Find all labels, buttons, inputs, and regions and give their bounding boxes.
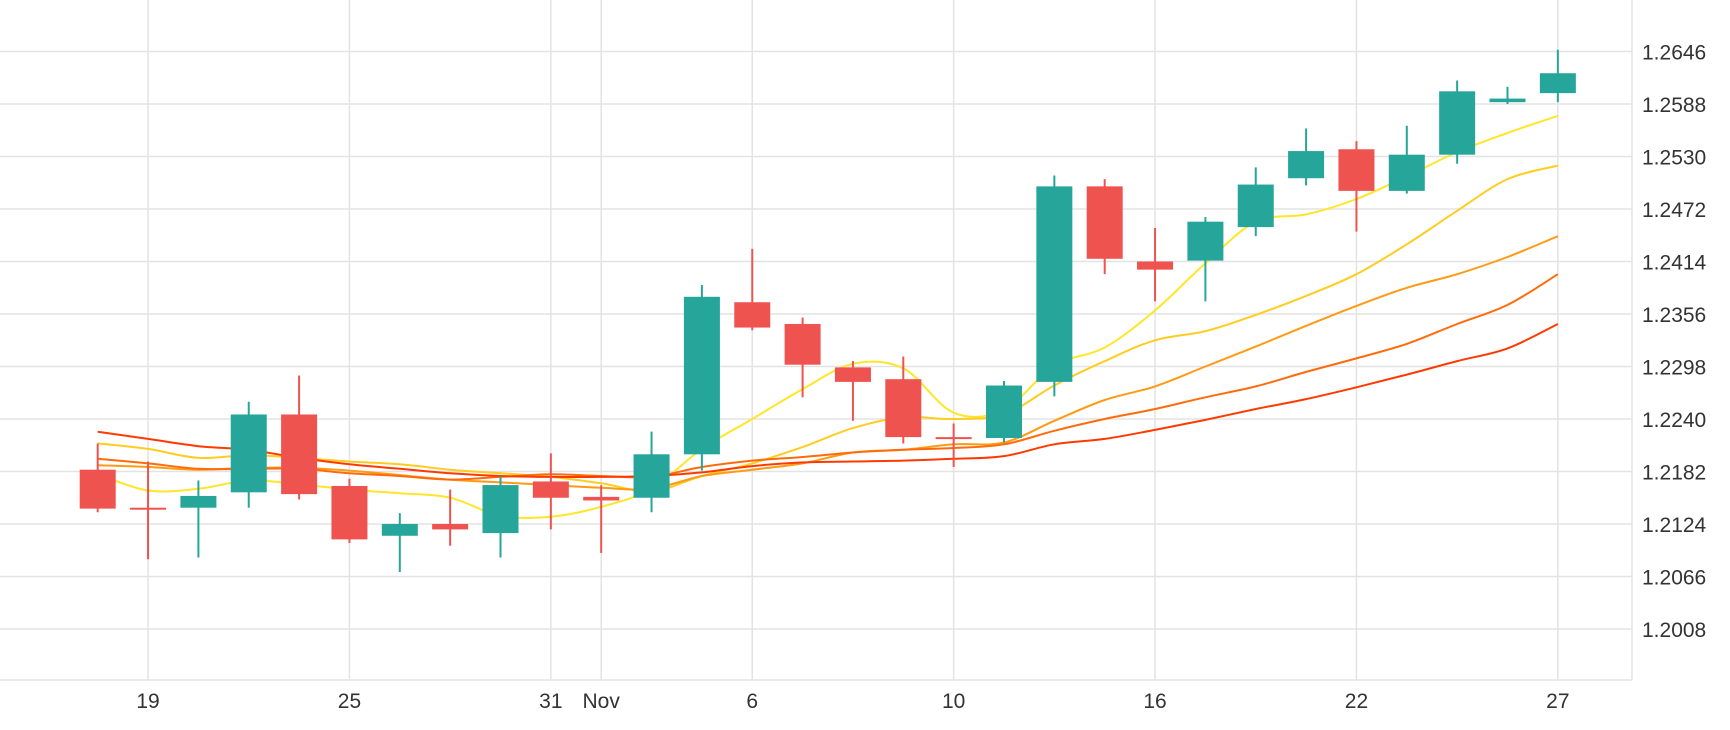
candle-body bbox=[180, 495, 217, 508]
candle bbox=[1288, 128, 1325, 186]
candle bbox=[935, 423, 972, 467]
candle bbox=[1388, 125, 1425, 194]
candle bbox=[79, 443, 116, 513]
candle bbox=[1439, 80, 1476, 164]
candle-body bbox=[1237, 184, 1274, 228]
y-tick-label: 1.2240 bbox=[1642, 409, 1706, 432]
moving-average-line-2 bbox=[97, 164, 1559, 493]
candle-body bbox=[331, 485, 368, 540]
candle-body bbox=[130, 507, 167, 510]
candle-body bbox=[1288, 151, 1325, 179]
moving-average-line-4 bbox=[97, 273, 1559, 481]
y-tick-label: 1.2182 bbox=[1642, 462, 1706, 485]
candle bbox=[130, 461, 167, 560]
candle-body bbox=[683, 296, 720, 455]
candle bbox=[683, 285, 720, 471]
x-tick-label: 16 bbox=[1143, 690, 1166, 713]
y-tick-label: 1.2124 bbox=[1642, 514, 1707, 537]
candle bbox=[784, 317, 821, 398]
candle bbox=[482, 476, 519, 558]
x-tick-label: 10 bbox=[942, 690, 965, 713]
candle-body bbox=[1539, 73, 1576, 94]
candle bbox=[834, 361, 871, 421]
candle bbox=[1338, 141, 1375, 232]
candle bbox=[281, 375, 318, 500]
candle-body bbox=[482, 485, 519, 534]
x-tick-label: 27 bbox=[1546, 690, 1569, 713]
candle bbox=[1187, 217, 1224, 302]
candle-body bbox=[1036, 186, 1073, 382]
candle bbox=[532, 453, 569, 530]
x-tick-label: Nov bbox=[583, 690, 621, 713]
y-tick-label: 1.2414 bbox=[1642, 252, 1707, 275]
candle-body bbox=[230, 414, 267, 493]
candle bbox=[583, 485, 620, 553]
candle-body bbox=[532, 481, 569, 498]
candle-body bbox=[935, 437, 972, 440]
candle bbox=[381, 513, 418, 572]
y-tick-label: 1.2530 bbox=[1642, 147, 1706, 170]
candle-body bbox=[734, 302, 771, 328]
candle-body bbox=[1187, 221, 1224, 261]
y-tick-label: 1.2008 bbox=[1642, 619, 1706, 642]
candle bbox=[1086, 179, 1123, 275]
candle-body bbox=[1137, 261, 1174, 270]
candle-body bbox=[281, 414, 318, 495]
x-tick-label: 6 bbox=[746, 690, 758, 713]
candle bbox=[1036, 175, 1073, 397]
x-tick-label: 19 bbox=[136, 690, 159, 713]
candle-body bbox=[1439, 91, 1476, 155]
candle-body bbox=[1086, 186, 1123, 259]
y-tick-label: 1.2588 bbox=[1642, 94, 1706, 117]
candle bbox=[1539, 49, 1576, 103]
x-tick-label: 22 bbox=[1345, 690, 1368, 713]
candle bbox=[1489, 86, 1526, 104]
candle bbox=[331, 478, 368, 544]
candle bbox=[180, 480, 217, 558]
x-tick-label: 25 bbox=[338, 690, 361, 713]
candles bbox=[79, 49, 1576, 572]
candle bbox=[1137, 228, 1174, 302]
y-tick-label: 1.2356 bbox=[1642, 304, 1706, 327]
y-tick-label: 1.2298 bbox=[1642, 357, 1706, 380]
candle-body bbox=[784, 323, 821, 365]
candle bbox=[986, 380, 1022, 443]
y-tick-label: 1.2646 bbox=[1642, 42, 1706, 65]
y-axis-tick-labels: 1.2646 1.2588 1.2530 1.2472 1.2414 1.2356 1.22… bbox=[1642, 42, 1707, 643]
candle-body bbox=[633, 454, 670, 498]
grid-lines bbox=[0, 0, 1633, 681]
candle-body bbox=[432, 524, 469, 530]
candle bbox=[885, 356, 922, 444]
candle bbox=[734, 248, 771, 331]
candle bbox=[633, 431, 670, 513]
candle-body bbox=[381, 524, 418, 536]
moving-average-line-3 bbox=[97, 235, 1559, 491]
candle bbox=[1237, 167, 1274, 237]
candle-body bbox=[1338, 149, 1375, 191]
candle-body bbox=[986, 385, 1022, 439]
candle-body bbox=[1489, 98, 1526, 103]
y-tick-label: 1.2472 bbox=[1642, 199, 1706, 222]
candle-body bbox=[885, 379, 922, 438]
candle-body bbox=[834, 367, 871, 382]
x-axis-tick-labels: 19 25 31 Nov 6 10 16 22 27 bbox=[136, 690, 1569, 713]
candle-body bbox=[583, 496, 620, 501]
candle bbox=[230, 401, 267, 508]
x-tick-label: 31 bbox=[539, 690, 562, 713]
candle bbox=[432, 489, 469, 546]
candle-body bbox=[79, 469, 116, 509]
moving-average-line-5 bbox=[97, 323, 1559, 479]
candle-body bbox=[1388, 154, 1425, 191]
y-tick-label: 1.2066 bbox=[1642, 567, 1706, 590]
